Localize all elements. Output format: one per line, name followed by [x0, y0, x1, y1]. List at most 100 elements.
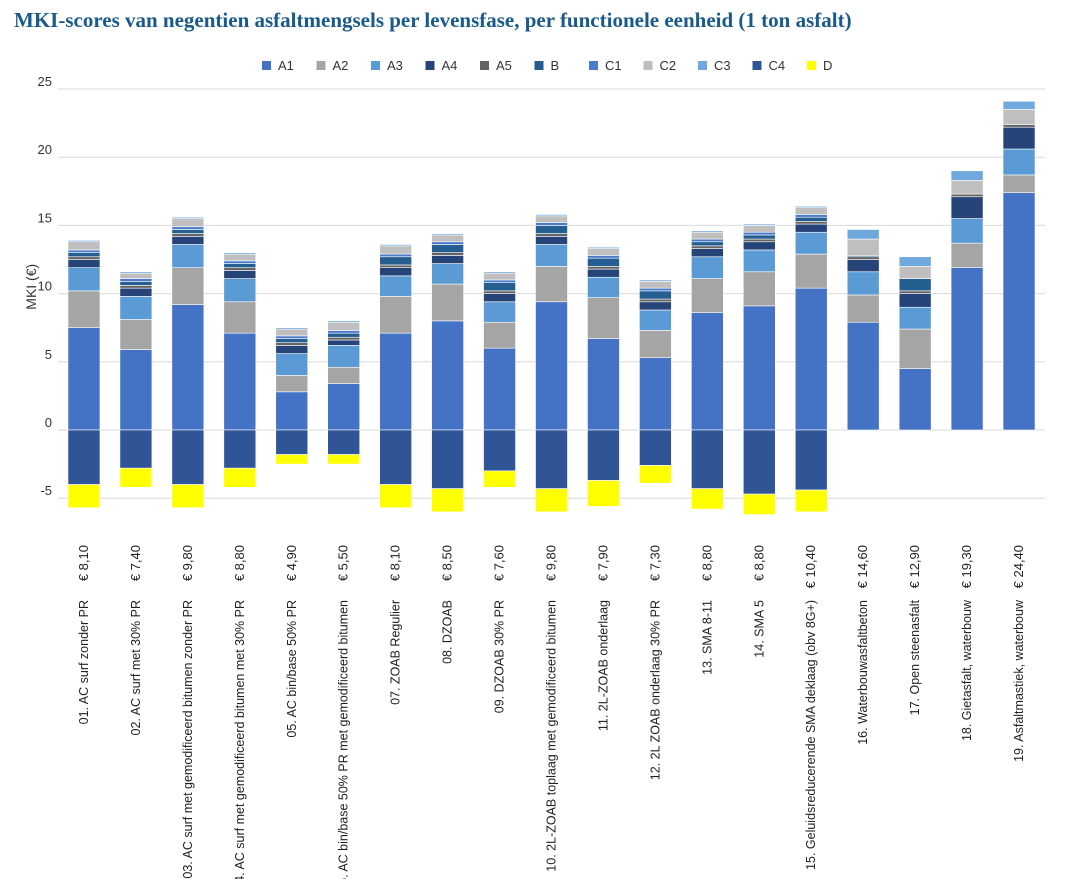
- bar-segment: [431, 263, 464, 285]
- bar-total-label: € 7,60: [492, 545, 507, 581]
- bar-segment: [1002, 109, 1036, 125]
- legend-label: C1: [605, 58, 622, 73]
- bar-segment: [846, 321, 880, 431]
- x-tick-label: 07. ZOAB Regulier: [389, 600, 403, 705]
- bar-segment: [483, 279, 516, 283]
- bar-segment: [327, 321, 361, 331]
- legend-swatch: [698, 61, 707, 70]
- bar-segment: [691, 256, 724, 279]
- bar-segment: [898, 266, 932, 279]
- bar-total-label: € 8,10: [76, 545, 91, 581]
- x-tick-label: 12. 2L ZOAB onderlaag 30% PR: [648, 600, 662, 780]
- bar-segment: [742, 493, 776, 515]
- legend-label: A4: [442, 58, 458, 73]
- bar-segment: [483, 290, 516, 294]
- bar-segment: [327, 366, 361, 384]
- bar-segment: [223, 263, 257, 268]
- x-tick-label: 16. Waterbouwasfaltbeton: [856, 600, 870, 745]
- bar-segment: [483, 321, 516, 349]
- bar-segment: [587, 429, 620, 481]
- bar-segment: [950, 170, 984, 181]
- x-tick-label: 08. DZOAB: [441, 600, 455, 664]
- bar-segment: [691, 241, 724, 247]
- bar-segment: [794, 489, 828, 513]
- bar-segment: [898, 290, 932, 294]
- bar-segment: [794, 429, 828, 491]
- bar-segment: [846, 229, 880, 240]
- y-tick-label: 25: [38, 74, 52, 89]
- bar-segment: [171, 429, 205, 485]
- bar-total-label: € 24,40: [1011, 545, 1026, 588]
- bar-total-label: € 9,80: [544, 545, 559, 581]
- bar-segment: [171, 267, 205, 305]
- bar-segment: [119, 467, 153, 488]
- bar-segment: [327, 332, 361, 338]
- bar-segment: [67, 429, 101, 485]
- bar-segment: [223, 270, 257, 279]
- bar-segment: [587, 338, 620, 431]
- bar-segment: [275, 353, 309, 376]
- legend-label: C2: [660, 58, 677, 73]
- bar-segment: [431, 233, 464, 236]
- bar-total-label: € 19,30: [959, 545, 974, 588]
- bar-segment: [898, 293, 932, 308]
- x-tick-label: 11. 2L-ZOAB onderlaag: [596, 600, 610, 731]
- bar-segment: [431, 241, 464, 245]
- bar-segment: [67, 290, 101, 329]
- bar-segment: [535, 488, 568, 513]
- bar-segment: [67, 267, 101, 292]
- bar-segment: [794, 206, 828, 208]
- bar-segment: [223, 278, 257, 303]
- bar-segment: [587, 276, 620, 298]
- bar-segment: [483, 301, 516, 323]
- bar-segment: [639, 309, 672, 331]
- bar-segment: [950, 180, 984, 195]
- bar-segment: [587, 266, 620, 270]
- bar-segment: [431, 320, 464, 431]
- bar-segment: [794, 216, 828, 222]
- bar-segment: [587, 248, 620, 256]
- bar-segment: [846, 256, 880, 260]
- bar-segment: [1002, 126, 1036, 150]
- bar-segment: [794, 214, 828, 218]
- bar-segment: [275, 391, 309, 431]
- y-axis-label: MKI (€): [23, 264, 39, 310]
- bar-segment: [119, 272, 153, 279]
- y-tick-label: 0: [45, 415, 52, 430]
- bar-segment: [327, 454, 361, 465]
- y-tick-label: 15: [38, 210, 52, 225]
- bar-segment: [1002, 148, 1036, 176]
- x-tick-label: 14. SMA 5: [752, 600, 766, 658]
- bar-segment: [67, 241, 101, 251]
- bar-segment: [119, 319, 153, 350]
- bar-segment: [483, 429, 516, 472]
- bar-segment: [431, 283, 464, 322]
- bar-segment: [587, 268, 620, 278]
- y-tick-label: 5: [45, 347, 52, 362]
- bar-segment: [223, 267, 257, 271]
- bar-segment: [275, 429, 309, 455]
- bar-total-label: € 14,60: [855, 545, 870, 588]
- bar-segment: [171, 236, 205, 245]
- bar-segment: [535, 225, 568, 234]
- bar-segment: [742, 241, 776, 251]
- bar-segment: [691, 278, 724, 313]
- bar-segment: [379, 267, 412, 277]
- bar-segment: [379, 264, 412, 268]
- bar-segment: [327, 330, 361, 334]
- bar-segment: [691, 429, 724, 489]
- bar-segment: [327, 429, 361, 455]
- bar-segment: [535, 301, 568, 431]
- bar-segment: [327, 339, 361, 346]
- bar-segment: [639, 298, 672, 303]
- bar-segment: [223, 429, 257, 469]
- legend-swatch: [262, 61, 271, 70]
- x-tick-label: 09. DZOAB 30% PR: [493, 600, 507, 713]
- bar-segment: [275, 342, 309, 346]
- bar-segment: [639, 290, 672, 300]
- bar-segment: [535, 429, 568, 489]
- bar-segment: [431, 429, 464, 489]
- bar-total-label: € 7,40: [128, 545, 143, 581]
- bar-segment: [794, 221, 828, 225]
